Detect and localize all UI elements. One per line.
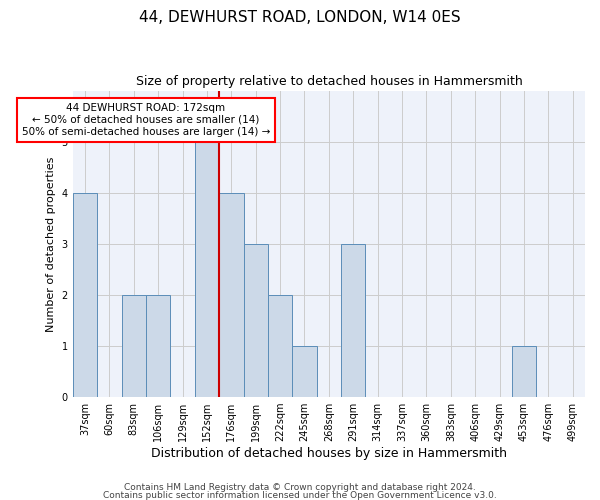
X-axis label: Distribution of detached houses by size in Hammersmith: Distribution of detached houses by size …	[151, 447, 507, 460]
Title: Size of property relative to detached houses in Hammersmith: Size of property relative to detached ho…	[136, 75, 522, 88]
Y-axis label: Number of detached properties: Number of detached properties	[46, 156, 56, 332]
Bar	[73, 192, 97, 397]
Bar	[292, 346, 317, 397]
Text: 44, DEWHURST ROAD, LONDON, W14 0ES: 44, DEWHURST ROAD, LONDON, W14 0ES	[139, 10, 461, 25]
Text: Contains public sector information licensed under the Open Government Licence v3: Contains public sector information licen…	[103, 490, 497, 500]
Text: 44 DEWHURST ROAD: 172sqm
← 50% of detached houses are smaller (14)
50% of semi-d: 44 DEWHURST ROAD: 172sqm ← 50% of detach…	[22, 104, 270, 136]
Bar	[146, 295, 170, 397]
Bar	[512, 346, 536, 397]
Bar	[122, 295, 146, 397]
Bar	[219, 192, 244, 397]
Bar	[244, 244, 268, 397]
Bar	[195, 142, 219, 397]
Bar	[341, 244, 365, 397]
Bar	[268, 295, 292, 397]
Text: Contains HM Land Registry data © Crown copyright and database right 2024.: Contains HM Land Registry data © Crown c…	[124, 484, 476, 492]
